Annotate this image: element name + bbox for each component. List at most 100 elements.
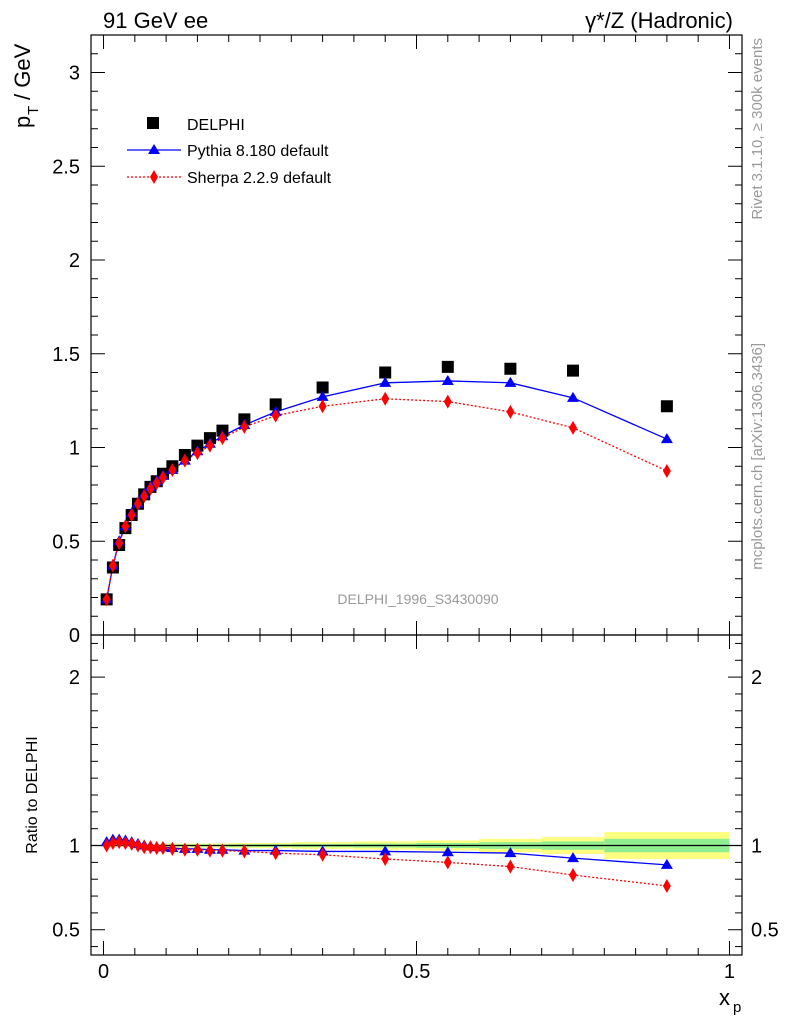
main-point-delphi: [660, 400, 673, 413]
y-label-p: p: [10, 116, 35, 128]
ratio-y-axis-label: Ratio to DELPHI: [24, 736, 41, 853]
main-plot-panel: 0 0.5 1 1.5 2 2.5 3 DELPHI_1996_S3430090 p T /…: [10, 34, 743, 647]
main-y-tick-label: 2.5: [52, 156, 80, 178]
legend-label-sherpa: Sherpa 2.2.9 default: [187, 170, 332, 187]
x-label-x: x: [719, 985, 730, 1010]
x-label-subscript: p: [733, 999, 741, 1016]
main-point-sherpa: [140, 489, 149, 504]
ratio-point-pythia: [441, 846, 454, 857]
legend-marker-sherpa: [150, 170, 158, 184]
main-point-sherpa: [127, 508, 136, 522]
main-line-pythia: [106, 380, 668, 600]
legend-marker-pythia: [148, 144, 160, 154]
ratio-point-pythia: [504, 847, 517, 858]
main-point-sherpa: [146, 481, 155, 496]
main-point-sherpa: [152, 476, 161, 491]
legend-label-pythia: Pythia 8.180 default: [187, 143, 329, 160]
ratio-point-sherpa: [240, 844, 249, 859]
main-point-sherpa: [102, 592, 111, 607]
ratio-point-sherpa: [102, 838, 111, 853]
main-point-sherpa: [121, 519, 130, 534]
ratio-point-sherpa: [146, 840, 155, 855]
main-axis-ticks: 0 0.5 1 1.5 2 2.5 3: [52, 34, 742, 647]
main-point-sherpa: [568, 420, 577, 435]
main-point-pythia: [316, 390, 329, 401]
ratio-point-sherpa: [205, 843, 214, 858]
ratio-point-sherpa: [127, 836, 136, 851]
main-point-sherpa: [205, 438, 214, 453]
ratio-point-sherpa: [108, 836, 117, 850]
ratio-frame: [90, 634, 743, 956]
ratio-point-sherpa: [271, 846, 280, 861]
main-point-pythia: [504, 376, 517, 387]
legend: DELPHI Pythia 8.180 default Sherpa 2.2.9…: [127, 117, 332, 187]
ratio-point-sherpa: [152, 841, 161, 856]
mcplots-label: mcplots.cern.ch [arXiv:1306.3436]: [749, 343, 766, 570]
main-y-tick-label: 1: [69, 438, 80, 460]
ratio-series-group: [100, 833, 673, 893]
ratio-point-sherpa: [133, 838, 142, 853]
x-axis-label: x p: [719, 985, 741, 1016]
ratio-point-sherpa: [140, 840, 149, 855]
main-point-sherpa: [133, 496, 142, 511]
ratio-axis-ticks: 0.5 0.5 1 1 2 2 0 0.5 1: [52, 635, 779, 983]
main-point-sherpa: [158, 470, 167, 485]
ratio-point-sherpa: [193, 842, 202, 857]
main-point-pythia: [660, 433, 673, 444]
ratio-point-sherpa: [443, 855, 452, 870]
ratio-point-sherpa: [121, 836, 130, 850]
main-point-sherpa: [318, 399, 327, 414]
main-line-sherpa: [106, 398, 668, 600]
main-point-sherpa: [662, 463, 671, 478]
main-point-sherpa: [506, 404, 515, 419]
ratio-point-sherpa: [318, 847, 327, 862]
ratio-line-sherpa: [106, 841, 667, 887]
header-left-title: 91 GeV ee: [103, 8, 208, 33]
ratio-point-sherpa: [662, 878, 671, 893]
analysis-watermark: DELPHI_1996_S3430090: [337, 591, 498, 607]
main-y-tick-label: 0: [69, 625, 80, 647]
ratio-y-tick-label-left: 2: [69, 667, 80, 689]
ratio-point-pythia: [379, 845, 392, 856]
main-point-sherpa: [180, 453, 189, 468]
main-point-pythia: [566, 391, 579, 402]
main-point-sherpa: [240, 419, 249, 434]
main-point-delphi: [441, 360, 454, 373]
main-point-sherpa: [115, 536, 124, 551]
main-series-group: [100, 360, 673, 607]
main-point-sherpa: [218, 431, 227, 446]
header-right-title: γ*/Z (Hadronic): [585, 8, 733, 33]
ratio-point-sherpa: [381, 852, 390, 866]
main-y-tick-label: 2: [69, 250, 80, 272]
main-point-delphi: [269, 398, 282, 411]
main-point-pythia: [441, 374, 454, 385]
legend-label-data: DELPHI: [187, 117, 245, 134]
ratio-point-sherpa: [180, 842, 189, 857]
main-point-pythia: [379, 376, 392, 387]
main-point-delphi: [504, 362, 517, 375]
main-point-delphi: [566, 364, 579, 377]
x-tick-label: 0: [98, 961, 109, 983]
ratio-y-tick-label-right: 1: [751, 836, 762, 858]
ratio-point-sherpa: [568, 868, 577, 882]
ratio-point-pythia: [566, 852, 579, 863]
ratio-point-sherpa: [158, 841, 167, 856]
main-point-sherpa: [271, 408, 280, 423]
main-point-sherpa: [193, 446, 202, 461]
ratio-y-tick-label-left: 0.5: [52, 920, 80, 942]
ratio-point-sherpa: [218, 843, 227, 858]
ratio-point-sherpa: [506, 859, 515, 874]
ratio-point-sherpa: [168, 841, 177, 856]
main-y-axis-label: p T / GeV: [10, 43, 42, 128]
main-point-sherpa: [108, 558, 117, 573]
main-point-sherpa: [168, 463, 177, 477]
ratio-y-tick-label-left: 1: [69, 836, 80, 858]
main-y-tick-label: 3: [69, 63, 80, 85]
ratio-y-tick-label-right: 0.5: [751, 920, 779, 942]
ratio-y-tick-label-right: 2: [751, 667, 762, 689]
main-point-sherpa: [443, 394, 452, 409]
main-point-delphi: [379, 366, 392, 379]
ratio-point-sherpa: [115, 835, 124, 850]
legend-marker-data: [147, 117, 159, 129]
